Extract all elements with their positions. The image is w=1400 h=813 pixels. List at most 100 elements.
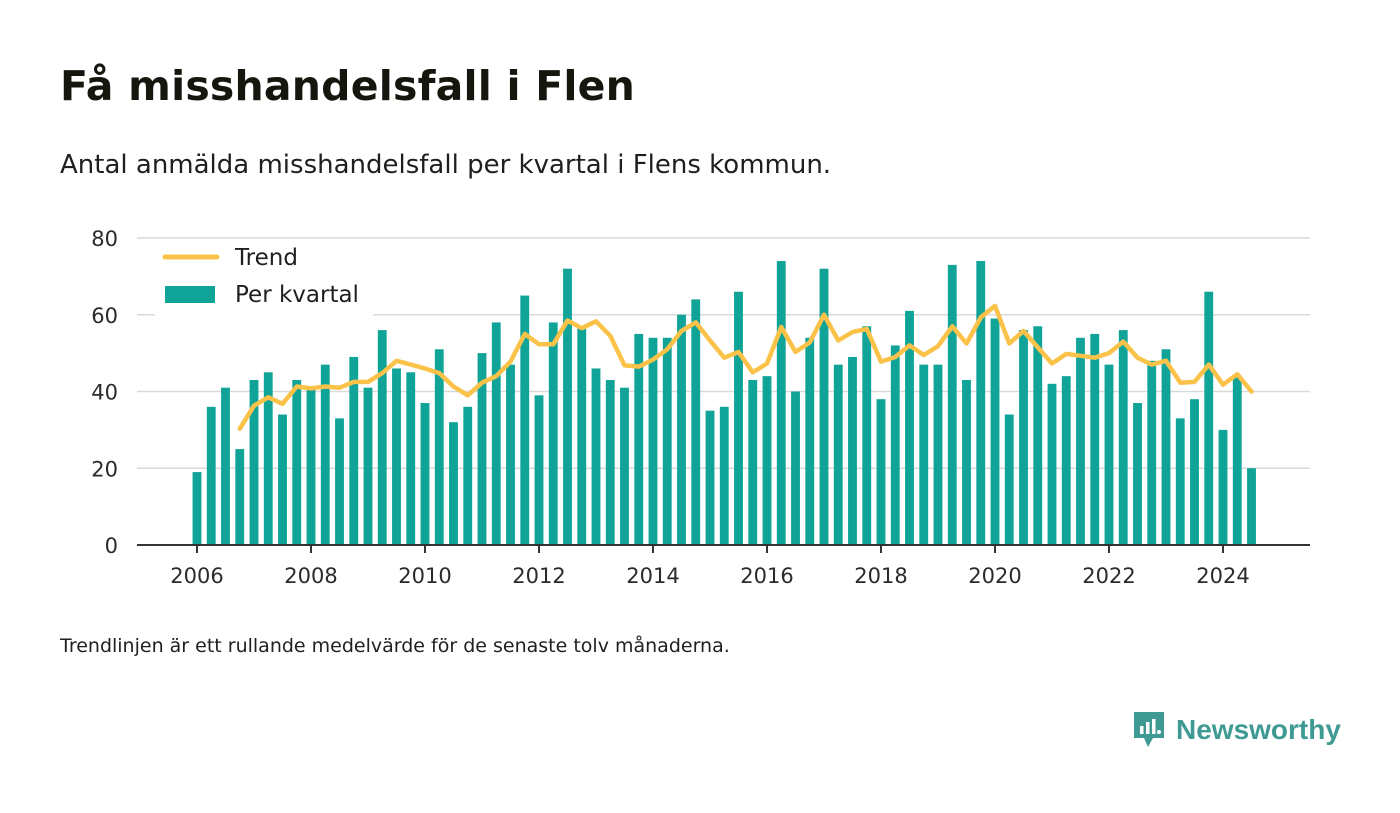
legend-label-bars: Per kvartal — [235, 282, 359, 308]
chart-area: 0 20 40 60 80 2006 2008 2010 2012 2014 2016 2018 202… — [91, 227, 1310, 588]
bar-series — [192, 261, 1256, 545]
x-tick-label: 2022 — [1082, 564, 1135, 588]
bar — [591, 368, 601, 545]
bar — [420, 403, 430, 545]
bar — [748, 379, 758, 545]
bar — [1076, 337, 1085, 545]
bar — [363, 387, 373, 545]
bar — [1061, 376, 1071, 545]
y-tick-label: 60 — [91, 304, 118, 328]
bar — [776, 261, 786, 545]
bar — [1218, 429, 1228, 545]
bar — [919, 364, 929, 545]
legend-background — [155, 240, 373, 316]
bar — [734, 291, 743, 545]
bar — [1147, 360, 1157, 545]
chart-title: Få misshandelsfall i Flen — [60, 62, 636, 110]
x-tick-label: 2010 — [398, 564, 451, 588]
bar — [833, 364, 843, 545]
y-tick-label: 20 — [91, 457, 118, 481]
bar — [705, 410, 715, 545]
bar — [1047, 383, 1057, 545]
bar — [1033, 326, 1043, 545]
bar — [1104, 364, 1114, 545]
bar — [249, 379, 259, 545]
bar — [235, 449, 245, 545]
bar — [605, 379, 615, 545]
legend-label-trend: Trend — [234, 245, 298, 271]
bar — [320, 364, 330, 545]
x-tick-label: 2012 — [512, 564, 565, 588]
bar — [677, 314, 686, 545]
brand-name: Newsworthy — [1176, 714, 1341, 745]
bar — [990, 318, 1000, 545]
bar — [534, 395, 544, 545]
bar — [406, 372, 416, 545]
x-tick-label: 2006 — [170, 564, 223, 588]
brand-logo: Newsworthy — [1132, 710, 1341, 750]
bar — [377, 330, 387, 545]
bar — [306, 387, 316, 545]
x-tick-label: 2024 — [1196, 564, 1249, 588]
bar — [876, 399, 886, 545]
bar — [335, 418, 344, 545]
y-tick-label: 40 — [91, 381, 118, 405]
footnote: Trendlinjen är ett rullande medelvärde f… — [60, 635, 730, 657]
x-tick-label: 2016 — [740, 564, 793, 588]
bar — [1019, 330, 1028, 545]
bar — [563, 268, 572, 545]
trend-series — [237, 303, 1254, 431]
x-tick-label: 2008 — [284, 564, 337, 588]
bar — [491, 322, 501, 545]
bar — [762, 376, 772, 545]
bar — [1118, 330, 1128, 545]
bar — [449, 422, 458, 545]
y-tick-label: 0 — [105, 534, 118, 558]
bar — [192, 472, 202, 545]
bar — [1190, 399, 1199, 545]
bar — [962, 379, 971, 545]
x-tick-label: 2020 — [968, 564, 1021, 588]
bar — [620, 387, 629, 545]
axes: 0 20 40 60 80 2006 2008 2010 2012 2014 2016 2018 202… — [91, 227, 1310, 588]
bar — [1204, 291, 1214, 545]
bar — [662, 337, 672, 545]
bar — [634, 333, 644, 545]
bar — [463, 406, 473, 545]
trend-line — [237, 303, 1254, 431]
bar — [691, 299, 701, 545]
newsworthy-logo-icon — [1134, 712, 1164, 747]
x-tick-label: 2014 — [626, 564, 679, 588]
bar — [434, 349, 444, 545]
legend-bar-swatch — [165, 286, 215, 303]
bar — [819, 268, 829, 545]
bar — [292, 379, 302, 545]
bar — [791, 391, 800, 545]
bar — [862, 326, 872, 545]
legend: Trend Per kvartal — [155, 240, 373, 316]
bar — [1232, 376, 1242, 545]
bar — [1175, 418, 1185, 545]
bar — [805, 337, 815, 545]
bar — [392, 368, 401, 545]
bar — [1161, 349, 1171, 545]
bar — [1004, 414, 1014, 545]
x-tick-label: 2018 — [854, 564, 907, 588]
bar — [1247, 468, 1256, 545]
bar — [719, 406, 729, 545]
bar — [933, 364, 943, 545]
bar — [349, 356, 359, 545]
bar — [506, 364, 515, 545]
bar — [1133, 403, 1142, 545]
bar — [976, 261, 986, 545]
y-tick-label: 80 — [91, 227, 118, 251]
bar — [477, 353, 487, 545]
bar — [905, 310, 914, 545]
bar — [206, 406, 216, 545]
bar — [520, 295, 530, 545]
bar — [221, 387, 230, 545]
bar — [648, 337, 658, 545]
chart-subtitle: Antal anmälda misshandelsfall per kvarta… — [60, 150, 832, 180]
bar — [1090, 333, 1100, 545]
bar — [263, 372, 273, 545]
